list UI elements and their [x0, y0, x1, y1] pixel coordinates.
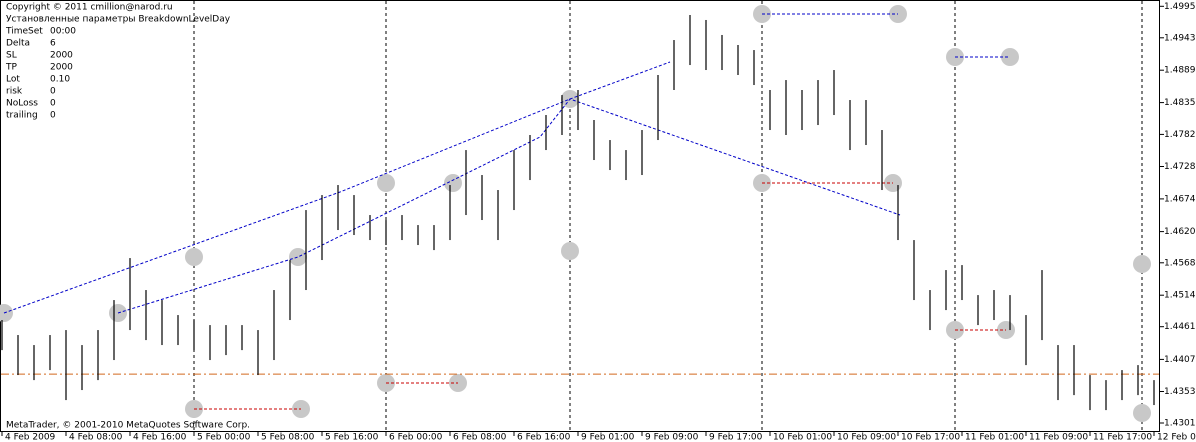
x-tick-label: 4 Feb 16:00 — [133, 433, 187, 442]
info-panel: Copyright © 2011 cmillion@narod.ru Устан… — [5, 3, 231, 121]
info-heading: Установленные параметры BreakdownLevelDa… — [6, 15, 231, 25]
x-tick-label: 9 Feb 01:00 — [581, 433, 635, 442]
y-tick-label: 1.45140 — [1164, 291, 1196, 301]
param-value: 6 — [50, 39, 56, 49]
y-tick-label: 1.44070 — [1164, 355, 1196, 365]
param-name: trailing — [6, 111, 38, 121]
x-tick-label: 11 Feb 09:00 — [1029, 433, 1088, 442]
param-value: 2000 — [50, 63, 73, 73]
param-value: 2000 — [50, 51, 73, 61]
param-value: 0 — [50, 87, 56, 97]
y-tick-label: 1.47820 — [1164, 130, 1196, 140]
y-tick-label: 1.44615 — [1164, 322, 1196, 332]
x-tick-label: 9 Feb 17:00 — [709, 433, 763, 442]
plot-frame — [0, 0, 1160, 432]
x-tick-label: 6 Feb 08:00 — [453, 433, 507, 442]
param-name: NoLoss — [6, 99, 38, 109]
x-tick-label: 10 Feb 17:00 — [901, 433, 960, 442]
param-name: risk — [6, 87, 23, 97]
x-tick-label: 5 Feb 00:00 — [197, 433, 251, 442]
x-tick-label: 5 Feb 16:00 — [325, 433, 379, 442]
y-tick-label: 1.49430 — [1164, 33, 1196, 43]
x-tick-label: 10 Feb 09:00 — [837, 433, 896, 442]
x-tick-label: 6 Feb 00:00 — [389, 433, 443, 442]
x-tick-label: 6 Feb 16:00 — [517, 433, 571, 442]
y-tick-label: 1.46200 — [1164, 227, 1196, 237]
footer: MetaTrader, © 2001-2010 MetaQuotes Softw… — [6, 421, 250, 431]
x-tick-label: 4 Feb 2009 — [5, 433, 56, 442]
param-name: TimeSet — [5, 27, 43, 37]
x-tick-label: 9 Feb 09:00 — [645, 433, 699, 442]
y-tick-label: 1.49955 — [1164, 2, 1196, 12]
x-tick-label: 11 Feb 17:00 — [1093, 433, 1152, 442]
param-name: SL — [6, 51, 17, 61]
param-value: 0.10 — [50, 75, 70, 85]
param-name: TP — [5, 63, 17, 73]
x-tick-label: 10 Feb 01:00 — [773, 433, 832, 442]
y-tick-label: 1.46745 — [1164, 194, 1196, 204]
y-tick-label: 1.48890 — [1164, 66, 1196, 76]
y-tick-label: 1.47285 — [1164, 162, 1196, 172]
param-name: Delta — [6, 39, 30, 49]
param-value: 00:00 — [50, 27, 76, 37]
y-tick-label: 1.43535 — [1164, 387, 1196, 397]
x-tick-label: 4 Feb 08:00 — [69, 433, 123, 442]
x-tick-label: 5 Feb 08:00 — [261, 433, 315, 442]
param-value: 0 — [50, 99, 56, 109]
x-tick-label: 12 Feb 01:00 — [1157, 433, 1196, 442]
param-name: Lot — [6, 75, 20, 85]
x-tick-label: 11 Feb 01:00 — [965, 433, 1024, 442]
trade-markers — [0, 5, 1151, 422]
y-tick-label: 1.43010 — [1164, 419, 1196, 429]
copyright: Copyright © 2011 cmillion@narod.ru — [6, 3, 173, 13]
param-value: 0 — [50, 111, 56, 121]
y-tick-label: 1.48350 — [1164, 98, 1196, 108]
y-tick-label: 1.45680 — [1164, 258, 1196, 268]
